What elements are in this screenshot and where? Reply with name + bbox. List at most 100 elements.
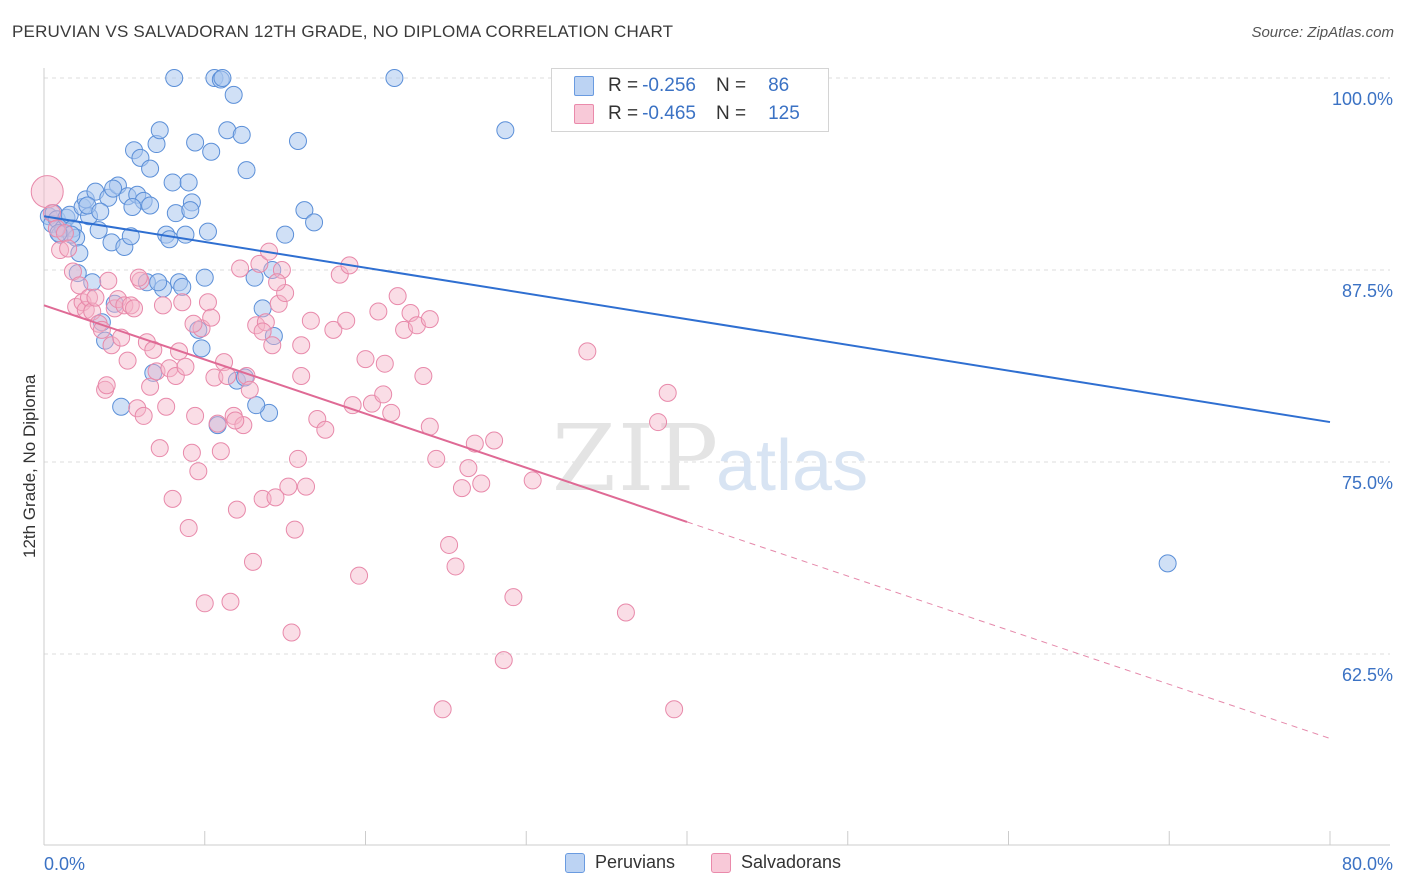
point-salvadoran <box>282 623 301 642</box>
point-peruvian <box>237 161 256 180</box>
point-peruvian <box>186 133 205 152</box>
point-salvadoran <box>163 489 182 508</box>
point-peruvian <box>305 213 324 232</box>
point-salvadoran <box>153 296 172 315</box>
point-salvadoran <box>208 414 227 433</box>
point-salvadoran <box>465 434 484 453</box>
point-salvadoran <box>263 336 282 355</box>
point-salvadoran <box>179 519 198 538</box>
point-salvadoran <box>253 489 272 508</box>
point-salvadoran <box>382 403 401 422</box>
point-salvadoran <box>173 293 192 312</box>
series-legend: Peruvians Salvadorans <box>0 852 1406 873</box>
legend-swatch-pink <box>574 104 594 124</box>
point-salvadoran <box>330 265 349 284</box>
point-salvadoran <box>97 376 116 395</box>
point-peruvian <box>91 202 110 221</box>
point-salvadoran <box>184 314 203 333</box>
point-peruvian <box>70 244 89 263</box>
point-salvadoran <box>115 296 134 315</box>
point-salvadoran <box>221 592 240 611</box>
point-salvadoran <box>292 336 311 355</box>
point-peruvian <box>496 121 515 140</box>
point-salvadoran <box>227 500 246 519</box>
point-salvadoran <box>292 366 311 385</box>
point-salvadoran <box>128 399 147 418</box>
trend-line-salvadorans <box>43 304 688 523</box>
legend-n-label: N = <box>715 103 747 124</box>
point-salvadoran <box>30 175 64 209</box>
stats-legend: R = -0.256 N = 86 R = -0.465 N = 125 <box>551 68 829 132</box>
point-salvadoran <box>350 566 369 585</box>
point-salvadoran <box>166 366 185 385</box>
point-peruvian <box>141 159 160 178</box>
point-salvadoran <box>240 380 259 399</box>
point-salvadoran <box>205 368 224 387</box>
series-salvadorans <box>30 175 684 719</box>
legend-r-value: -0.256 <box>642 75 696 96</box>
point-salvadoran <box>160 359 179 378</box>
point-salvadoran <box>129 268 148 287</box>
point-salvadoran <box>658 383 677 402</box>
point-peruvian <box>150 121 169 140</box>
point-salvadoran <box>356 350 375 369</box>
point-salvadoran <box>485 431 504 450</box>
point-salvadoran <box>99 271 118 290</box>
point-salvadoran <box>157 397 176 416</box>
tick-labels: 100.0% 87.5% 75.0% 62.5% 0.0% 80.0% <box>44 89 1393 874</box>
point-salvadoran <box>121 296 140 315</box>
point-peruvian <box>1158 554 1177 573</box>
point-salvadoran <box>102 336 121 355</box>
point-salvadoran <box>649 413 668 432</box>
legend-r-label: R = <box>608 75 639 96</box>
legend-row-peruvians: R = -0.256 N = 86 <box>574 74 789 98</box>
point-salvadoran <box>243 552 262 571</box>
point-salvadoran <box>198 293 217 312</box>
point-salvadoran <box>141 377 160 396</box>
legend-label-salvadorans: Salvadorans <box>740 852 842 872</box>
watermark-zip: ZIP <box>552 405 720 512</box>
point-salvadoran <box>285 520 304 539</box>
trend-line-peruvians <box>43 215 1331 424</box>
point-salvadoran <box>186 406 205 425</box>
chart-source: Source: ZipAtlas.com <box>1251 24 1394 41</box>
point-salvadoran <box>343 396 362 415</box>
point-peruvian <box>295 201 314 220</box>
point-salvadoran <box>665 700 684 719</box>
point-salvadoran <box>388 287 407 306</box>
point-salvadoran <box>616 603 635 622</box>
point-salvadoran <box>202 308 221 327</box>
point-peruvian <box>189 320 208 339</box>
point-salvadoran <box>269 294 288 313</box>
x-tick-label: 0.0% <box>44 854 85 874</box>
point-peruvian <box>195 268 214 287</box>
point-peruvian <box>264 327 283 346</box>
y-axis-label: 12th Grade, No Diploma <box>20 374 39 558</box>
point-peruvian <box>149 273 168 292</box>
series-peruvians <box>39 69 1177 573</box>
point-salvadoran <box>301 311 320 330</box>
legend-row-salvadorans: R = -0.465 N = 125 <box>574 102 800 126</box>
point-salvadoran <box>288 449 307 468</box>
point-salvadoran <box>374 385 393 404</box>
point-peruvian <box>123 198 142 217</box>
legend-n-value: 86 <box>768 75 790 96</box>
point-peruvian <box>121 227 140 246</box>
point-salvadoran <box>472 474 491 493</box>
chart-title: PERUVIAN VS SALVADORAN 12TH GRADE, NO DI… <box>12 22 674 41</box>
x-tick-label: 80.0% <box>1342 854 1393 874</box>
point-salvadoran <box>504 588 523 607</box>
legend-n-value: 125 <box>768 103 800 124</box>
point-peruvian <box>202 142 221 161</box>
y-tick-label: 62.5% <box>1342 665 1393 685</box>
point-salvadoran <box>494 651 513 670</box>
point-salvadoran <box>324 320 343 339</box>
point-salvadoran <box>134 406 153 425</box>
point-salvadoran <box>59 239 78 258</box>
point-salvadoran <box>420 310 439 329</box>
legend-n-label: N = <box>715 75 747 96</box>
point-peruvian <box>224 85 243 104</box>
point-salvadoran <box>253 322 272 341</box>
point-salvadoran <box>369 302 388 321</box>
point-peruvian <box>141 196 160 215</box>
